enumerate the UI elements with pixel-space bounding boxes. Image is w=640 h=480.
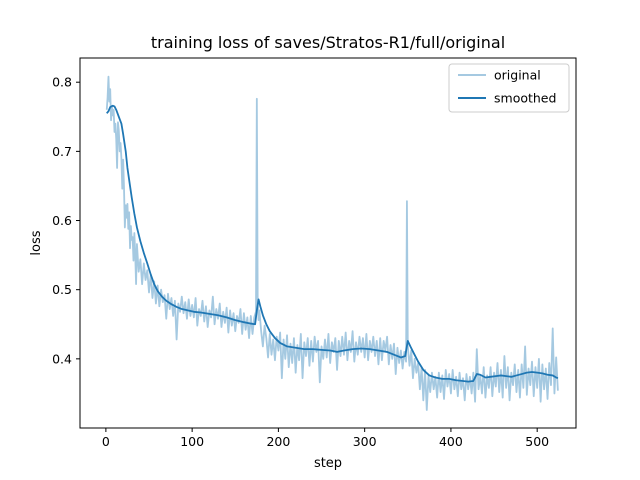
y-tick-label: 0.8 (52, 75, 72, 90)
x-tick-label: 400 (439, 434, 463, 449)
y-tick-label: 0.7 (52, 144, 72, 159)
y-tick-label: 0.5 (52, 282, 72, 297)
x-tick-label: 200 (266, 434, 290, 449)
plot-frame (79, 57, 577, 429)
x-axis-label: step (314, 456, 342, 471)
y-axis: 0.4 0.5 0.6 0.7 0.8 (52, 75, 80, 366)
series-line-original (105, 75, 559, 411)
legend-label-original: original (494, 68, 541, 83)
plot-background (80, 58, 576, 428)
chart-title: training loss of saves/Stratos-R1/full/o… (151, 33, 505, 52)
legend: original smoothed (448, 63, 570, 113)
x-tick-label: 300 (353, 434, 377, 449)
series-layer (105, 75, 559, 411)
y-tick-label: 0.4 (52, 351, 72, 366)
x-axis: 0 100 200 300 400 500 (102, 428, 549, 449)
series-line-smoothed (106, 104, 559, 383)
y-axis-label: loss (29, 230, 44, 255)
legend-box (448, 63, 570, 113)
legend-label-smoothed: smoothed (494, 91, 556, 106)
x-tick-label: 500 (525, 434, 549, 449)
plot-area (79, 57, 577, 429)
y-tick-label: 0.6 (52, 213, 72, 228)
x-tick-label: 0 (102, 434, 110, 449)
x-tick-label: 100 (180, 434, 204, 449)
